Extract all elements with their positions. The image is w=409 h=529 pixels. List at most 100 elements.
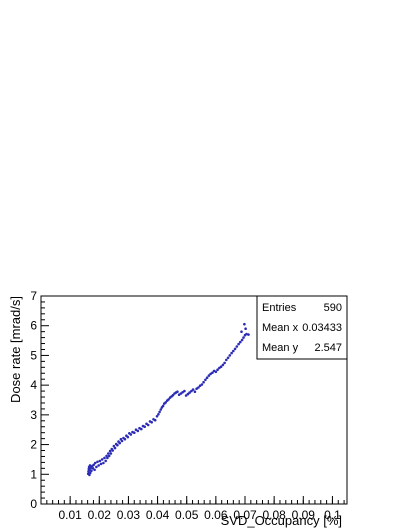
plot-frame: [40, 295, 348, 505]
stats-mean-x-label: Mean x: [262, 322, 299, 334]
data-point: [104, 459, 107, 463]
x-tick-label: 0.01: [58, 508, 82, 522]
data-point: [88, 473, 91, 477]
data-point: [191, 388, 195, 391]
stats-mean-x-value: 0.03433: [302, 322, 342, 334]
data-point: [89, 466, 93, 470]
y-tick-label: 7: [30, 289, 37, 303]
data-point: [102, 461, 105, 465]
data-point: [123, 437, 127, 441]
data-point: [235, 345, 239, 348]
data-point: [96, 460, 99, 464]
data-point: [164, 401, 167, 404]
data-point: [93, 468, 96, 472]
x-tick-label: 0.04: [146, 508, 170, 522]
data-point: [244, 327, 247, 331]
data-point: [233, 347, 237, 351]
y-tick-label: 5: [30, 348, 37, 362]
data-point: [120, 439, 124, 443]
data-point: [103, 456, 106, 460]
data-point: [226, 356, 230, 360]
x-tick-label: 0.07: [233, 508, 257, 522]
data-point: [106, 456, 109, 460]
data-point: [186, 392, 190, 396]
y-tick-label: 6: [30, 319, 37, 333]
data-point: [190, 389, 193, 393]
data-point: [204, 378, 207, 382]
y-axis-ticks: 0 1 2 3 4 5 6 7: [30, 289, 49, 511]
data-point: [230, 351, 233, 355]
data-point: [161, 404, 165, 408]
data-point: [245, 332, 248, 336]
data-point: [240, 338, 244, 342]
data-point: [200, 383, 204, 386]
data-point: [107, 454, 111, 458]
data-point: [207, 374, 211, 377]
x-tick-label: 0.02: [88, 508, 112, 522]
data-point: [136, 429, 140, 433]
x-tick-label: 0.08: [262, 508, 286, 522]
data-point: [159, 408, 163, 411]
data-point: [188, 391, 191, 394]
stats-entries-label: Entries: [262, 302, 297, 314]
data-point: [118, 441, 121, 445]
data-point: [92, 463, 95, 467]
data-point: [88, 464, 92, 467]
stats-mean-y-label: Mean y: [262, 342, 299, 354]
data-point: [237, 342, 240, 346]
data-point: [111, 449, 114, 452]
data-point: [113, 446, 117, 450]
data-point: [158, 410, 161, 414]
x-axis-title: SVD_Occupancy [%]: [221, 513, 342, 528]
y-tick-label: 0: [30, 497, 37, 511]
stats-mean-y-value: 2.547: [314, 342, 342, 354]
y-tick-label: 3: [30, 408, 37, 422]
data-point: [126, 435, 130, 439]
data-point: [150, 421, 153, 424]
data-point: [214, 370, 218, 374]
x-tick-label: 0.09: [292, 508, 316, 522]
data-point: [95, 465, 98, 469]
data-point: [155, 415, 159, 418]
data-point: [225, 358, 228, 362]
data-point: [107, 452, 110, 455]
x-tick-label: 0.03: [117, 508, 141, 522]
data-point: [193, 390, 197, 394]
y-axis-title: Dose rate [mrad/s]: [8, 296, 23, 403]
data-point: [228, 354, 232, 357]
data-point: [247, 333, 250, 336]
x-axis-ticks: 0.01 0.02 0.03 0.04 0.05 0.06 0.07 0.08 0.09 0.1: [46, 496, 345, 522]
data-point: [240, 330, 243, 334]
data-point: [112, 444, 116, 448]
y-tick-label: 1: [30, 467, 37, 481]
data-point: [89, 471, 92, 475]
data-point: [143, 425, 146, 429]
data-points: [86, 322, 250, 477]
data-point: [105, 454, 108, 458]
data-point: [133, 431, 136, 435]
data-point: [90, 469, 93, 473]
data-point: [232, 349, 235, 353]
data-point: [108, 449, 112, 453]
data-point: [239, 340, 242, 344]
data-point: [202, 380, 205, 384]
y-tick-label: 4: [30, 378, 37, 392]
data-point: [91, 467, 95, 470]
data-point: [205, 376, 209, 380]
data-point: [100, 458, 104, 461]
data-point: [116, 443, 119, 447]
x-tick-label: 0.1: [324, 508, 341, 522]
data-point: [243, 322, 246, 326]
data-point: [197, 386, 200, 389]
x-tick-label: 0.05: [175, 508, 199, 522]
x-tick-label: 0.06: [204, 508, 228, 522]
data-point: [140, 427, 143, 431]
data-point: [223, 361, 226, 365]
stats-box: Entries 590 Mean x 0.03433 Mean y 2.547: [256, 295, 348, 360]
data-point: [93, 461, 97, 465]
data-point: [99, 462, 103, 466]
y-tick-label: 2: [30, 438, 37, 452]
data-point: [129, 433, 133, 436]
data-point: [157, 413, 160, 416]
data-point: [221, 363, 225, 367]
